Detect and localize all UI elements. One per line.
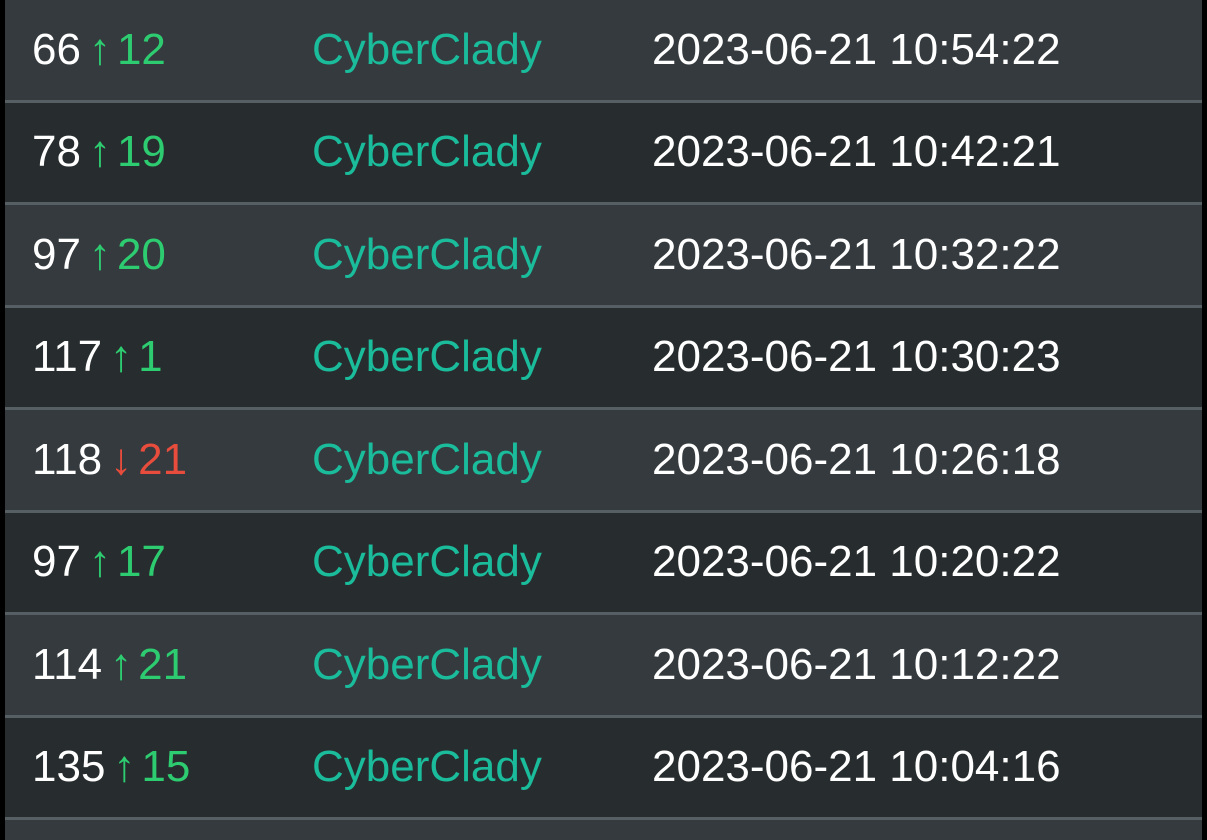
timestamp: 2023-06-21 10:30:23 — [652, 332, 1061, 382]
timestamp: 2023-06-21 10:04:16 — [652, 742, 1061, 792]
score-cell: 114 ↑ 21 — [32, 640, 187, 690]
timestamp: 2023-06-21 10:12:22 — [652, 639, 1061, 689]
score-value: 97 — [32, 229, 81, 279]
score-delta: 1 — [138, 332, 163, 382]
score-history-list: 66 ↑ 12 CyberClady 2023-06-21 10:54:22 78 ↑ 1… — [5, 0, 1202, 840]
score-delta: 19 — [116, 127, 166, 177]
arrow-up-icon: ↑ — [88, 127, 111, 177]
arrow-up-icon: ↑ — [110, 639, 133, 689]
score-value: 97 — [32, 537, 81, 587]
score-value: 78 — [32, 127, 81, 177]
list-item[interactable]: 66 ↑ 12 CyberClady 2023-06-21 10:54:22 — [5, 0, 1202, 103]
player-name[interactable]: CyberClady — [312, 639, 542, 689]
arrow-up-icon: ↑ — [110, 332, 133, 382]
score-delta: 12 — [116, 24, 166, 74]
timestamp: 2023-06-21 10:32:22 — [652, 229, 1061, 279]
score-cell: 135 ↑ 15 — [32, 742, 190, 792]
list-item[interactable]: 97 ↑ 17 CyberClady 2023-06-21 10:20:22 — [5, 512, 1202, 615]
score-value: 117 — [32, 332, 103, 382]
timestamp: 2023-06-21 10:54:22 — [652, 24, 1061, 74]
score-cell: 66 ↑ 12 — [32, 25, 166, 75]
list-item[interactable]: 118 ↓ 21 CyberClady 2023-06-21 10:26:18 — [5, 410, 1202, 513]
arrow-up-icon: ↑ — [88, 229, 111, 279]
player-name[interactable]: CyberClady — [312, 127, 542, 177]
list-item[interactable]: 135 ↑ 15 CyberClady 2023-06-21 10:04:16 — [5, 717, 1202, 820]
score-cell: 97 ↑ 20 — [32, 230, 166, 280]
list-item[interactable]: 97 ↑ 20 CyberClady 2023-06-21 10:32:22 — [5, 205, 1202, 308]
score-cell: 117 ↑ 1 — [32, 332, 163, 382]
score-delta: 15 — [141, 742, 191, 792]
arrow-up-icon: ↑ — [113, 742, 136, 792]
player-name[interactable]: CyberClady — [312, 742, 542, 792]
score-value: 118 — [32, 434, 103, 484]
arrow-down-icon: ↓ — [110, 434, 133, 484]
score-delta: 21 — [138, 639, 188, 689]
next-row-partial — [5, 820, 1202, 840]
player-name[interactable]: CyberClady — [312, 332, 542, 382]
timestamp: 2023-06-21 10:20:22 — [652, 537, 1061, 587]
score-value: 135 — [32, 742, 106, 792]
score-cell: 78 ↑ 19 — [32, 127, 166, 177]
player-name[interactable]: CyberClady — [312, 434, 542, 484]
score-value: 114 — [32, 639, 103, 689]
player-name[interactable]: CyberClady — [312, 229, 542, 279]
score-cell: 118 ↓ 21 — [32, 435, 187, 485]
score-value: 66 — [32, 24, 81, 74]
timestamp: 2023-06-21 10:42:21 — [652, 127, 1061, 177]
score-delta: 17 — [116, 537, 166, 587]
score-delta: 21 — [138, 434, 188, 484]
list-item[interactable]: 78 ↑ 19 CyberClady 2023-06-21 10:42:21 — [5, 102, 1202, 205]
score-delta: 20 — [116, 229, 166, 279]
player-name[interactable]: CyberClady — [312, 24, 542, 74]
timestamp: 2023-06-21 10:26:18 — [652, 434, 1061, 484]
score-cell: 97 ↑ 17 — [32, 537, 166, 587]
list-item[interactable]: 117 ↑ 1 CyberClady 2023-06-21 10:30:23 — [5, 307, 1202, 410]
player-name[interactable]: CyberClady — [312, 537, 542, 587]
list-item[interactable]: 114 ↑ 21 CyberClady 2023-06-21 10:12:22 — [5, 615, 1202, 718]
arrow-up-icon: ↑ — [88, 537, 111, 587]
arrow-up-icon: ↑ — [88, 24, 111, 74]
